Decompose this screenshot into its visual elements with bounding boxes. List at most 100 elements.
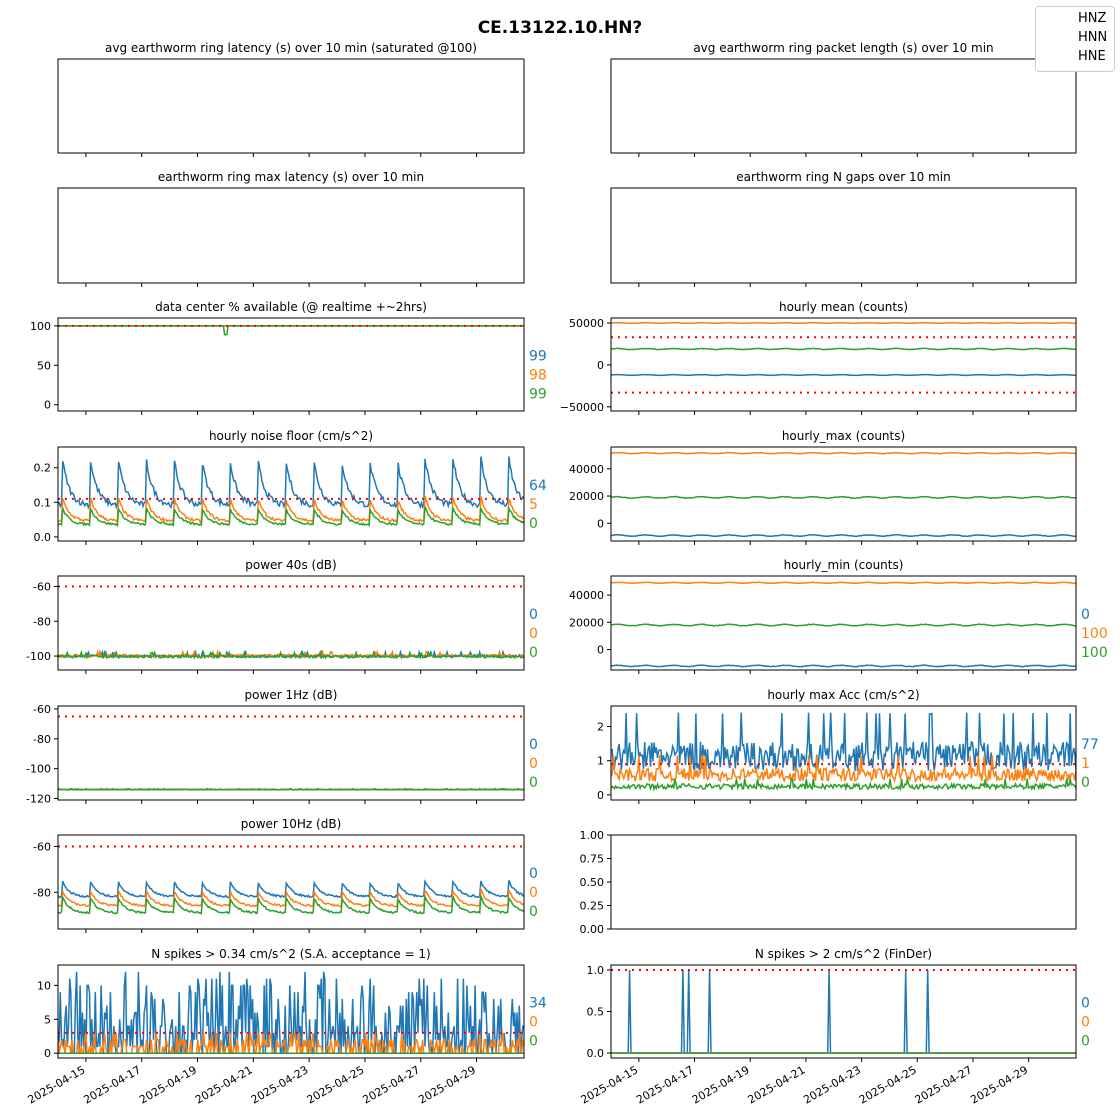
series-line-hnn <box>611 451 1076 455</box>
series-line-hnn <box>58 495 524 524</box>
series-line-hne <box>611 777 1076 792</box>
y-tick-label: 0.5 <box>587 1006 605 1019</box>
series-line-hnz <box>611 533 1076 538</box>
x-tick-label: 2025-04-15 <box>578 1063 640 1106</box>
side-value-hne: 0 <box>529 775 538 791</box>
subplot-p13: power 10Hz (dB) -60 -80 0 0 0 <box>33 817 538 933</box>
y-tick-label: 100 <box>30 320 51 333</box>
axes-frame <box>610 317 1077 412</box>
subplot-title: hourly_min (counts) <box>784 558 904 572</box>
side-value-hnn: 0 <box>529 756 538 772</box>
subplot-p6: hourly mean (counts) 50000 0 −50000 <box>560 300 1077 415</box>
subplot-title: hourly noise floor (cm/s^2) <box>209 429 373 443</box>
side-value-hne: 0 <box>1081 775 1090 791</box>
y-tick-label: 0 <box>597 789 604 802</box>
y-tick-label: 0.50 <box>580 876 605 889</box>
series-line-hne <box>58 505 524 528</box>
x-tick-label: 2025-04-27 <box>360 1063 422 1106</box>
side-value-hnz: 0 <box>529 607 538 623</box>
y-tick-label: 20000 <box>569 616 604 629</box>
subplot-title: hourly_max (counts) <box>782 429 905 443</box>
subplot-title: power 40s (dB) <box>245 558 336 572</box>
subplot-p1: avg earthworm ring latency (s) over 10 m… <box>57 41 525 157</box>
axes-frame <box>57 317 525 412</box>
figure-title: CE.13122.10.HN? <box>477 18 643 38</box>
y-tick-label: 5 <box>44 1013 51 1026</box>
subplot-title: data center % available (@ realtime +~2h… <box>155 300 427 314</box>
side-value-hnz: 34 <box>529 996 547 1012</box>
series-line-hnz <box>58 971 524 1054</box>
y-tick-label: 0.0 <box>34 531 52 544</box>
legend: HNZ HNN HNE <box>1035 6 1115 72</box>
side-value-hne: 99 <box>529 387 547 403</box>
y-tick-label: 20000 <box>569 490 604 503</box>
side-value-hnn: 0 <box>1081 1015 1090 1031</box>
axes-frame <box>57 187 525 284</box>
axes-frame <box>610 575 1077 671</box>
y-tick-label: 0.75 <box>580 853 605 866</box>
side-value-hne: 100 <box>1081 645 1108 661</box>
x-tick-label: 2025-04-27 <box>913 1063 975 1106</box>
axes-frame <box>610 705 1077 801</box>
y-tick-label: 0 <box>44 1047 51 1060</box>
y-tick-label: −50000 <box>560 401 604 414</box>
y-tick-label: 1 <box>597 755 604 768</box>
y-tick-label: 0 <box>597 359 604 372</box>
subplot-title: hourly mean (counts) <box>779 300 908 314</box>
axes-frame <box>610 834 1077 930</box>
side-value-hnz: 0 <box>529 866 538 882</box>
x-tick-label: 2025-04-17 <box>634 1063 696 1106</box>
y-tick-label: -80 <box>33 733 51 746</box>
series-line-hnz <box>611 969 1076 1054</box>
series-line-hne <box>58 649 524 660</box>
subplot-p5: data center % available (@ realtime +~2h… <box>30 300 547 415</box>
subplot-title: power 1Hz (dB) <box>245 688 338 702</box>
x-tick-label: 2025-04-15 <box>26 1063 88 1106</box>
subplot-p9: power 40s (dB) -60 -80 -100 0 0 0 <box>26 558 538 674</box>
side-value-hnn: 0 <box>529 1015 538 1031</box>
subplot-title: avg earthworm ring latency (s) over 10 m… <box>105 41 477 55</box>
subplot-p15: N spikes > 0.34 cm/s^2 (S.A. acceptance … <box>26 947 547 1107</box>
side-value-hnz: 0 <box>529 737 538 753</box>
subplot-p16: N spikes > 2 cm/s^2 (FinDer) 1.0 0.5 0.0 202… <box>578 947 1089 1107</box>
y-tick-label: -100 <box>26 650 51 663</box>
subplot-p3: earthworm ring max latency (s) over 10 m… <box>57 170 525 287</box>
side-value-hnn: 98 <box>529 368 547 384</box>
side-value-hnz: 0 <box>1081 996 1090 1012</box>
side-value-hnz: 64 <box>529 478 547 494</box>
x-tick-label: 2025-04-23 <box>249 1063 311 1106</box>
subplot-p10: hourly_min (counts) 40000 20000 0 0 100 100 <box>569 558 1108 674</box>
y-tick-label: -60 <box>33 703 51 716</box>
subplot-title: N spikes > 2 cm/s^2 (FinDer) <box>755 947 932 961</box>
y-tick-label: 0.2 <box>34 462 52 475</box>
x-tick-label: 2025-04-25 <box>305 1063 367 1106</box>
x-tick-label: 2025-04-19 <box>137 1063 199 1106</box>
series-line-hnn <box>611 754 1076 784</box>
subplot-p12: hourly max Acc (cm/s^2) 2 1 0 77 1 0 <box>597 688 1099 804</box>
subplot-title: earthworm ring max latency (s) over 10 m… <box>158 170 424 184</box>
side-value-hnn: 0 <box>529 885 538 901</box>
side-value-hnn: 1 <box>1081 756 1090 772</box>
axes-frame <box>610 446 1077 542</box>
series-line-hnz <box>58 456 524 510</box>
y-tick-label: 2 <box>597 721 604 734</box>
y-tick-label: 0.25 <box>580 900 605 913</box>
series-line-hnz <box>611 373 1076 377</box>
axes-frame <box>57 834 525 930</box>
side-value-hnz: 77 <box>1081 737 1099 753</box>
legend-entry-hnz: HNZ <box>1078 11 1107 26</box>
y-tick-label: -80 <box>33 886 51 899</box>
subplot-title: power 10Hz (dB) <box>241 817 342 831</box>
y-tick-label: 0 <box>597 644 604 657</box>
legend-entry-hne: HNE <box>1078 49 1106 64</box>
y-tick-label: 1.0 <box>587 964 605 977</box>
y-tick-label: -80 <box>33 615 51 628</box>
axes-frame <box>57 575 525 671</box>
side-value-hne: 0 <box>529 1034 538 1050</box>
legend-entry-hnn: HNN <box>1078 30 1108 45</box>
side-value-hne: 0 <box>529 645 538 661</box>
x-tick-label: 2025-04-21 <box>193 1063 255 1106</box>
subplot-p4: earthworm ring N gaps over 10 min <box>610 170 1077 287</box>
y-tick-label: 50000 <box>569 317 604 330</box>
